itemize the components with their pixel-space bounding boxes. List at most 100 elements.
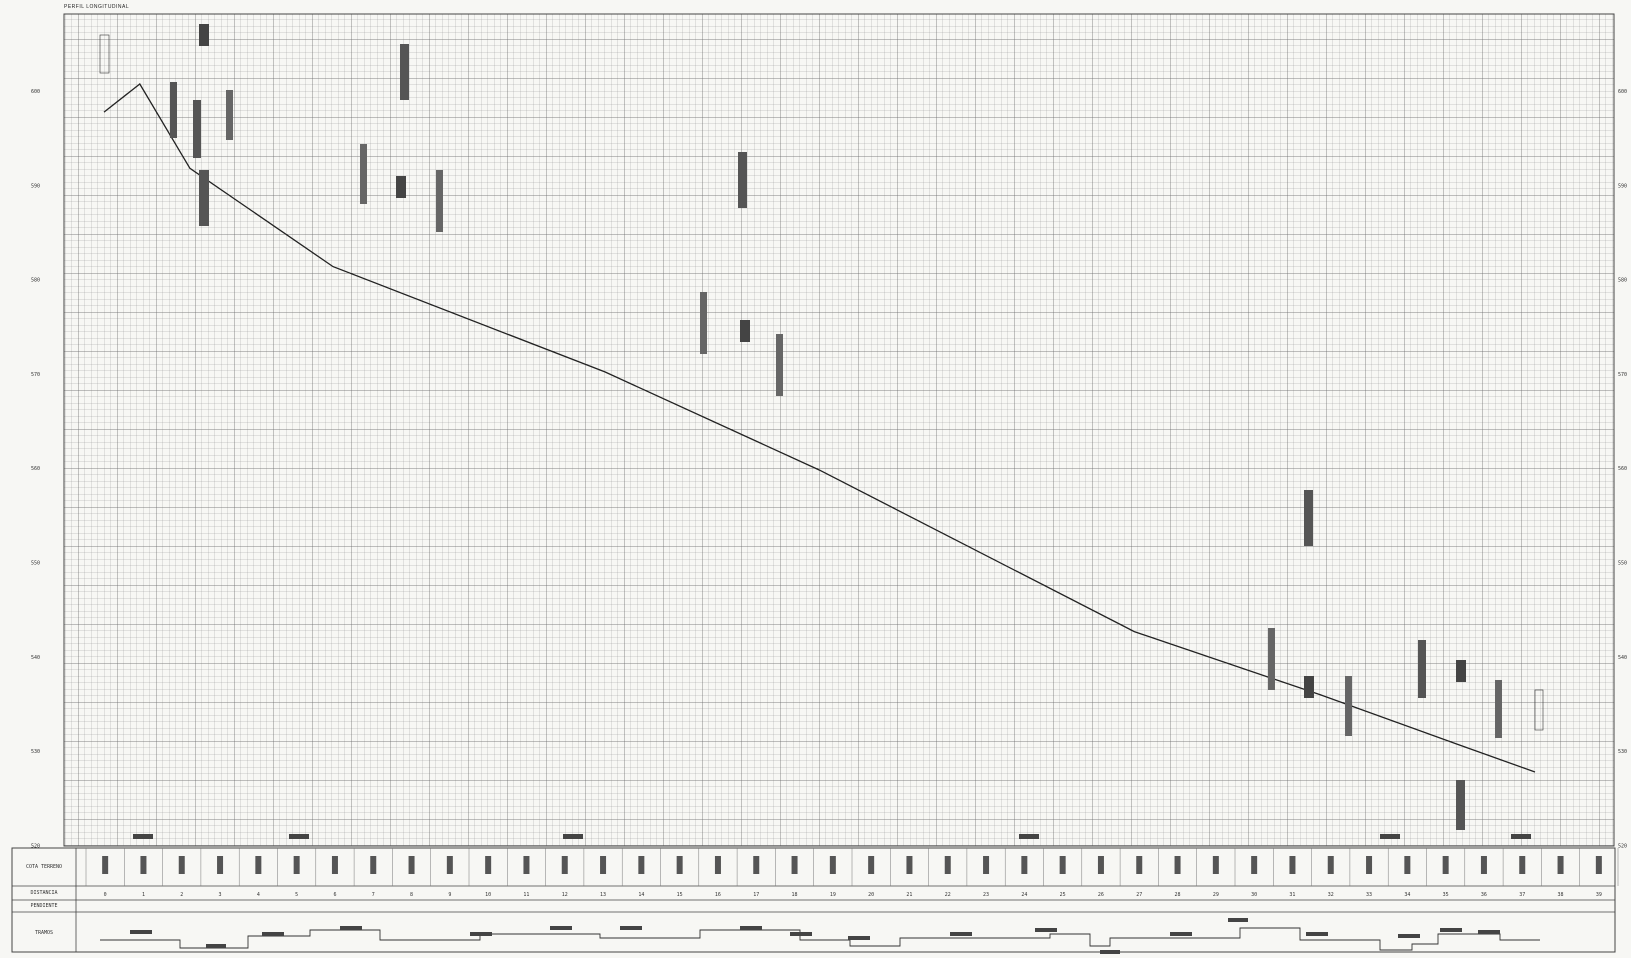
station-note (436, 170, 443, 232)
station-elevation-mark (178, 856, 185, 874)
station-note (738, 152, 747, 208)
station-elevation-mark (1327, 856, 1334, 874)
y-axis-label: 570 (31, 372, 40, 378)
station-elevation-mark (1136, 856, 1143, 874)
station-note (1268, 628, 1275, 690)
station-number: 31 (1289, 892, 1295, 898)
station-elevation-mark (638, 856, 645, 874)
station-note (1418, 640, 1426, 698)
interval-markers (133, 834, 1531, 839)
station-number: 10 (485, 892, 491, 898)
station-elevation-mark (983, 856, 990, 874)
station-elevation-mark (1442, 856, 1449, 874)
station-number: 5 (295, 892, 298, 898)
station-number: 0 (104, 892, 107, 898)
y-axis-label: 550 (1618, 561, 1627, 567)
station-note (1495, 680, 1502, 738)
station-number: 37 (1519, 892, 1525, 898)
station-elevation-mark (370, 856, 377, 874)
station-number: 3 (219, 892, 222, 898)
station-elevation-mark (1289, 856, 1296, 874)
y-axis-label: 540 (1618, 655, 1627, 661)
station-elevation-mark (1595, 856, 1602, 874)
station-number: 23 (983, 892, 989, 898)
station-elevation-mark (753, 856, 760, 874)
y-axis-label: 590 (31, 183, 40, 189)
station-number: 12 (562, 892, 568, 898)
station-number: 28 (1175, 892, 1181, 898)
station-elevation-mark (676, 856, 683, 874)
station-elevation-mark (331, 856, 338, 874)
station-elevation-mark (1059, 856, 1066, 874)
station-number: 36 (1481, 892, 1487, 898)
station-elevation-mark (1519, 856, 1526, 874)
station-elevation-mark (255, 856, 262, 874)
station-number: 20 (868, 892, 874, 898)
y-axis-label: 600 (31, 89, 40, 95)
station-note (740, 320, 750, 342)
station-number: 18 (792, 892, 798, 898)
y-axis-label: 580 (1618, 278, 1627, 284)
station-note (1456, 660, 1466, 682)
drawing-title: PERFIL LONGITUDINAL (64, 4, 130, 10)
y-axis-label: 530 (31, 749, 40, 755)
table-row-label: TRAMOS (35, 930, 53, 936)
y-axis-label: 580 (31, 278, 40, 284)
station-number: 21 (906, 892, 912, 898)
station-elevation-mark (1097, 856, 1104, 874)
station-elevation-mark (293, 856, 300, 874)
station-number: 33 (1366, 892, 1372, 898)
y-axis-labels-right: 600 590 580 570 560 550 540 530 520 (1618, 89, 1627, 849)
station-note (226, 90, 233, 140)
station-note (1304, 676, 1314, 698)
terrain-profile-line (103, 83, 1536, 773)
y-axis-label: 520 (1618, 843, 1627, 849)
station-note (360, 144, 367, 204)
station-elevation-mark (523, 856, 530, 874)
station-note (400, 44, 409, 100)
station-number: 35 (1443, 892, 1449, 898)
station-note (700, 292, 707, 354)
station-number: 15 (677, 892, 683, 898)
station-note (776, 334, 783, 396)
station-elevation-mark (217, 856, 224, 874)
station-number: 30 (1251, 892, 1257, 898)
station-note (396, 176, 406, 198)
station-number: 32 (1328, 892, 1334, 898)
station-number: 19 (830, 892, 836, 898)
station-elevation-mark (600, 856, 607, 874)
station-elevation-mark (140, 856, 147, 874)
station-elevation-mark (1212, 856, 1219, 874)
station-note (1456, 780, 1465, 830)
station-note (1304, 490, 1313, 546)
y-axis-label: 560 (1618, 466, 1627, 472)
table-row-label: DISTANCIA (30, 890, 57, 896)
station-number: 17 (753, 892, 759, 898)
station-elevation-mark (829, 856, 836, 874)
station-number: 11 (523, 892, 529, 898)
station-note (199, 24, 209, 46)
station-number: 4 (257, 892, 260, 898)
table-row-label: COTA TERRENO (26, 864, 62, 870)
station-number: 29 (1213, 892, 1219, 898)
y-axis-label: 530 (1618, 749, 1627, 755)
station-number: 1 (142, 892, 145, 898)
station-elevation-mark (1557, 856, 1564, 874)
y-axis-label: 560 (31, 466, 40, 472)
station-elevation-mark (714, 856, 721, 874)
y-axis-labels-left: 600 590 580 570 560 550 540 530 520 (31, 89, 40, 849)
y-axis-label: 550 (31, 561, 40, 567)
station-elevation-mark (561, 856, 568, 874)
station-note (1345, 676, 1352, 736)
station-number: 16 (715, 892, 721, 898)
station-number: 13 (600, 892, 606, 898)
station-note (170, 82, 177, 138)
station-elevation-mark (446, 856, 453, 874)
station-number: 9 (448, 892, 451, 898)
station-elevation-mark (1480, 856, 1487, 874)
y-axis-label: 590 (1618, 183, 1627, 189)
station-note (199, 170, 209, 226)
annotation-blocks (99, 24, 1544, 830)
